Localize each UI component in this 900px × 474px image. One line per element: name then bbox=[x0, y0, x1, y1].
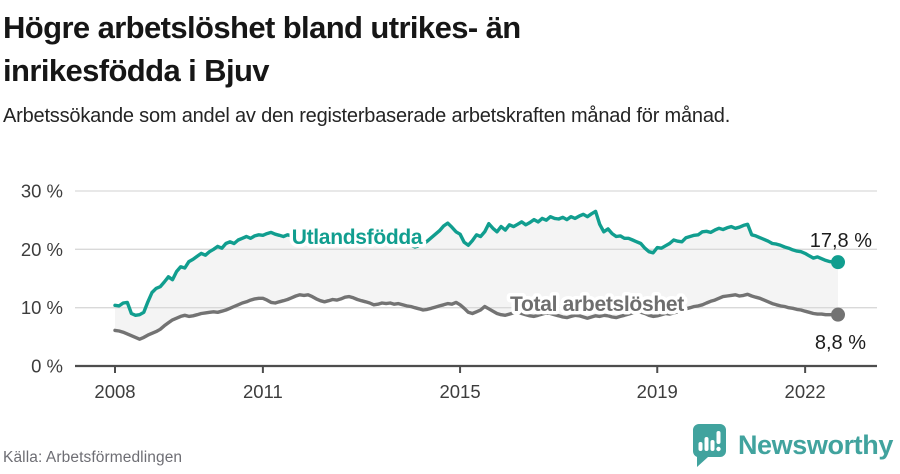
x-tick-label-2015: 2015 bbox=[439, 381, 480, 402]
end-value-label-utlandsfodda: 17,8 % bbox=[810, 230, 872, 252]
source-note: Källa: Arbetsförmedlingen bbox=[3, 449, 183, 466]
page-title: Högre arbetslöshet bland utrikes- än inri… bbox=[3, 6, 892, 92]
y-tick-label-0: 0 % bbox=[31, 356, 63, 377]
newsworthy-logo: Newsworthy bbox=[691, 423, 893, 468]
y-tick-label-30: 30 % bbox=[21, 181, 63, 202]
newsworthy-wordmark: Newsworthy bbox=[737, 430, 893, 460]
end-value-label-total: 8,8 % bbox=[815, 332, 866, 354]
page-title-line1: Högre arbetslöshet bland utrikes- än bbox=[3, 10, 521, 45]
end-dot-utlandsfodda bbox=[831, 255, 845, 270]
logo-bubble-shape bbox=[692, 424, 726, 467]
series-line-total bbox=[113, 292, 840, 341]
end-dot-total bbox=[831, 307, 845, 322]
newsworthy-logo-icon bbox=[692, 424, 726, 467]
series-label-total: Total arbetslöshet bbox=[510, 293, 684, 316]
header: Högre arbetslöshet bland utrikes- än inri… bbox=[3, 6, 892, 130]
x-tick-label-2019: 2019 bbox=[637, 381, 678, 402]
y-tick-label-20: 20 % bbox=[21, 239, 63, 260]
series-line-utlandsfodda bbox=[113, 209, 840, 318]
series-label-utlandsfodda: Utlandsfödda bbox=[292, 226, 423, 249]
line-chart: 0 % 10 % 20 % 30 % 2008 2011 2015 2019 2022 Utlan… bbox=[21, 181, 877, 402]
page-title-line2: inrikesfödda i Bjuv bbox=[3, 53, 270, 88]
x-tick-label-2008: 2008 bbox=[94, 381, 135, 402]
chart-subtitle: Arbetssökande som andel av den registerb… bbox=[3, 105, 731, 127]
x-tick-label-2011: 2011 bbox=[243, 381, 283, 402]
logo-barchart-glyph bbox=[698, 431, 721, 452]
y-tick-label-10: 10 % bbox=[21, 297, 63, 318]
between-series-fill bbox=[115, 211, 838, 340]
x-tick-label-2022: 2022 bbox=[785, 381, 826, 402]
